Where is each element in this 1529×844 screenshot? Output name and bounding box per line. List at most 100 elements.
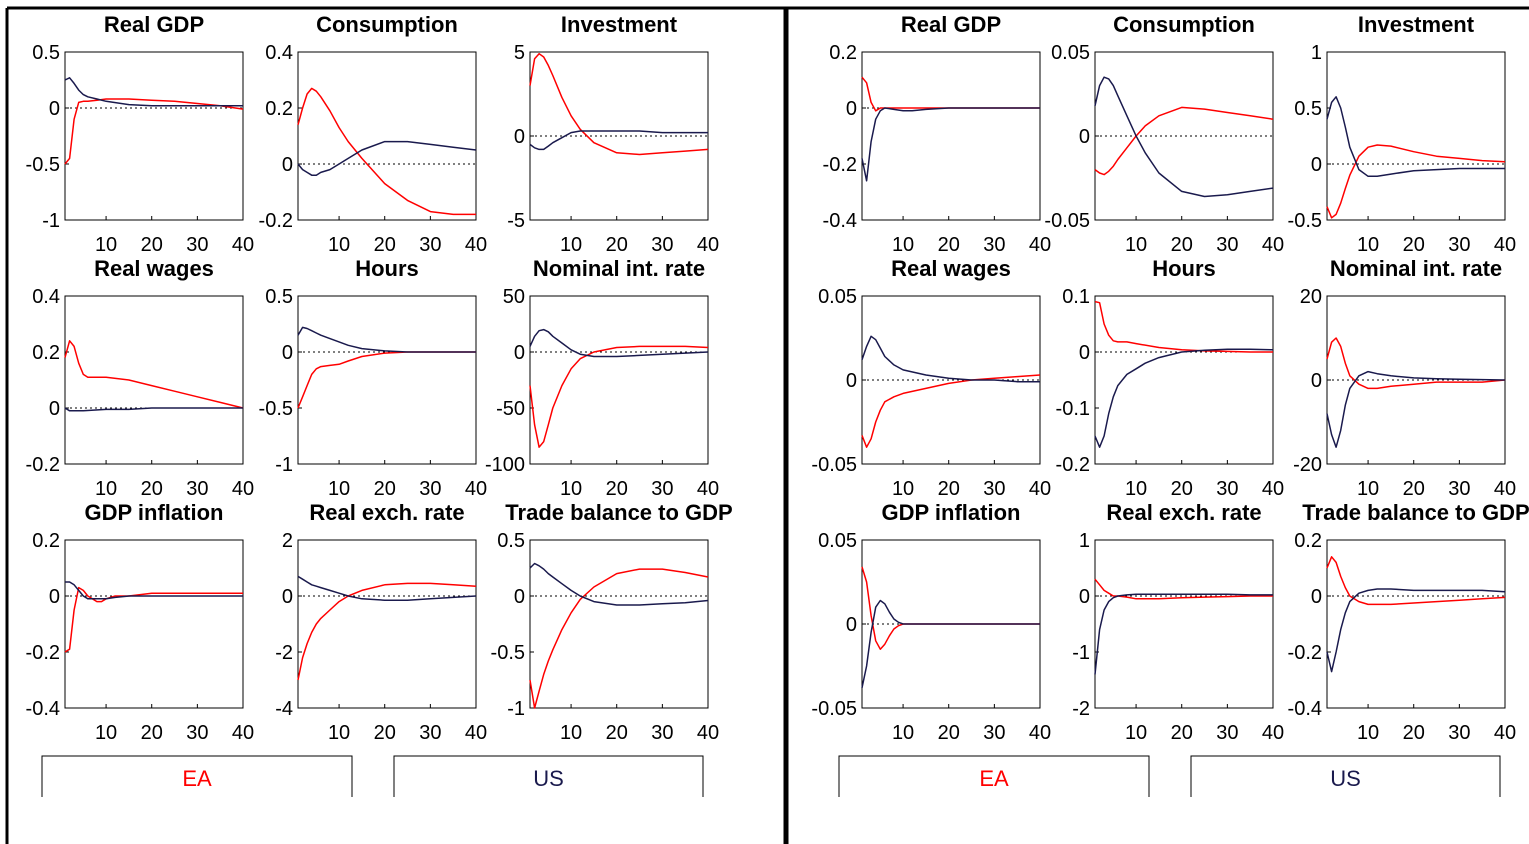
axes-box <box>1094 295 1274 465</box>
x-tick-label: 40 <box>1494 722 1516 744</box>
x-tick-label: 10 <box>560 234 582 256</box>
series-line-us <box>64 407 243 412</box>
x-tick-label: 20 <box>606 722 628 744</box>
x-tick-label: 10 <box>1125 234 1147 256</box>
series-line-us <box>529 562 709 606</box>
y-tick-label: 0.4 <box>32 286 60 308</box>
x-tick-label: 30 <box>983 234 1005 256</box>
y-tick-label: -0.5 <box>491 642 525 664</box>
x-tick-label: 30 <box>1216 722 1238 744</box>
x-tick-label: 20 <box>1403 234 1425 256</box>
y-tick-label: 0.1 <box>1062 286 1090 308</box>
series-line-ea <box>297 87 476 216</box>
legend-box <box>393 755 704 797</box>
series-line-us <box>1326 370 1506 448</box>
series-line-ea <box>297 582 477 681</box>
subplot: Trade balance to GDP 0.2 0 -0.2 -0.4 10 20 30 40 <box>1288 500 1529 744</box>
series-line-ea <box>529 345 709 448</box>
x-tick-label: 40 <box>697 234 719 256</box>
x-tick-label: 30 <box>419 234 441 256</box>
x-tick-label: 20 <box>141 234 163 256</box>
y-tick-label: -5 <box>507 210 525 232</box>
x-tick-label: 10 <box>892 234 914 256</box>
x-tick-label: 40 <box>465 478 487 500</box>
x-tick-label: 30 <box>983 478 1005 500</box>
y-tick-label: -0.2 <box>1056 454 1090 476</box>
series-line-us <box>1326 96 1505 178</box>
x-tick-label: 10 <box>892 478 914 500</box>
x-tick-label: 40 <box>1029 478 1051 500</box>
x-tick-label: 30 <box>1448 722 1470 744</box>
axes-box <box>297 295 477 465</box>
series-line-ea <box>1094 578 1273 600</box>
series-line-us <box>861 599 1040 688</box>
y-tick-label: -0.5 <box>26 154 60 176</box>
series-line-ea <box>64 98 244 165</box>
series-line-us <box>1094 76 1274 198</box>
series-line-ea <box>529 52 709 156</box>
x-tick-label: 40 <box>1262 478 1284 500</box>
subplot: Investment 5 0 -5 10 20 30 40 <box>507 12 719 256</box>
subplot-title: Investment <box>561 12 678 37</box>
y-tick-label: 0 <box>282 342 293 364</box>
x-tick-label: 20 <box>1171 478 1193 500</box>
y-tick-label: -2 <box>275 642 293 664</box>
x-tick-label: 30 <box>651 478 673 500</box>
y-tick-label: 2 <box>282 530 293 552</box>
legend-label: EA <box>979 766 1009 791</box>
x-tick-label: 20 <box>938 478 960 500</box>
y-tick-label: 0 <box>282 154 293 176</box>
legend-label: US <box>533 766 564 791</box>
axes-box <box>1326 51 1506 221</box>
axes-box <box>297 51 477 221</box>
y-tick-label: 0 <box>1311 154 1322 176</box>
series-line-ea <box>1326 144 1506 219</box>
legend-us: US <box>393 755 704 797</box>
series-line-ea <box>1094 300 1273 353</box>
x-tick-label: 40 <box>1262 722 1284 744</box>
series-line-ea <box>861 76 1040 112</box>
y-tick-label: -1 <box>275 454 293 476</box>
y-tick-label: 50 <box>503 286 525 308</box>
x-tick-label: 10 <box>95 722 117 744</box>
subplot-title: Hours <box>1152 256 1216 281</box>
subplot-title: Investment <box>1358 12 1475 37</box>
x-tick-label: 30 <box>1216 234 1238 256</box>
y-tick-label: 0.05 <box>818 286 857 308</box>
subplot-title: Real GDP <box>104 12 204 37</box>
y-tick-label: 0 <box>514 126 525 148</box>
subplot: Consumption 0.4 0.2 0 -0.2 10 20 30 40 <box>259 12 488 256</box>
x-tick-label: 40 <box>697 722 719 744</box>
axes-box <box>64 295 244 465</box>
y-tick-label: -0.5 <box>1288 210 1322 232</box>
y-tick-label: 0 <box>1311 586 1322 608</box>
x-tick-label: 40 <box>1262 234 1284 256</box>
series-line-us <box>861 107 1040 182</box>
y-tick-label: 1 <box>1311 42 1322 64</box>
y-tick-label: 0 <box>846 614 857 636</box>
x-tick-label: 20 <box>1403 722 1425 744</box>
legend-ea: EA <box>838 755 1150 797</box>
subplot: Real GDP 0.5 0 -0.5 -1 10 20 30 40 <box>26 12 255 256</box>
x-tick-label: 10 <box>892 722 914 744</box>
subplot-title: Real exch. rate <box>309 500 464 525</box>
subplot: Trade balance to GDP 0.5 0 -0.5 -1 10 20 30 40 <box>491 500 733 744</box>
legend-label: US <box>1330 766 1361 791</box>
series-line-ea <box>297 351 476 409</box>
series-line-us <box>65 581 243 600</box>
x-tick-label: 30 <box>186 478 208 500</box>
x-tick-label: 40 <box>465 234 487 256</box>
y-tick-label: 5 <box>514 42 525 64</box>
x-tick-label: 10 <box>1357 234 1379 256</box>
subplot-title: Hours <box>355 256 419 281</box>
y-tick-label: -0.05 <box>811 698 857 720</box>
x-tick-label: 30 <box>186 722 208 744</box>
series-line-ea <box>861 374 1041 448</box>
series-line-us <box>1094 593 1273 675</box>
subplot-title: Real wages <box>94 256 214 281</box>
x-tick-label: 20 <box>1403 478 1425 500</box>
x-tick-label: 30 <box>419 478 441 500</box>
subplot: Hours 0.1 0 -0.1 -0.2 10 20 30 40 <box>1056 256 1285 500</box>
subplot: Real wages 0.4 0.2 0 -0.2 10 20 30 40 <box>26 256 255 500</box>
y-tick-label: 0 <box>846 370 857 392</box>
